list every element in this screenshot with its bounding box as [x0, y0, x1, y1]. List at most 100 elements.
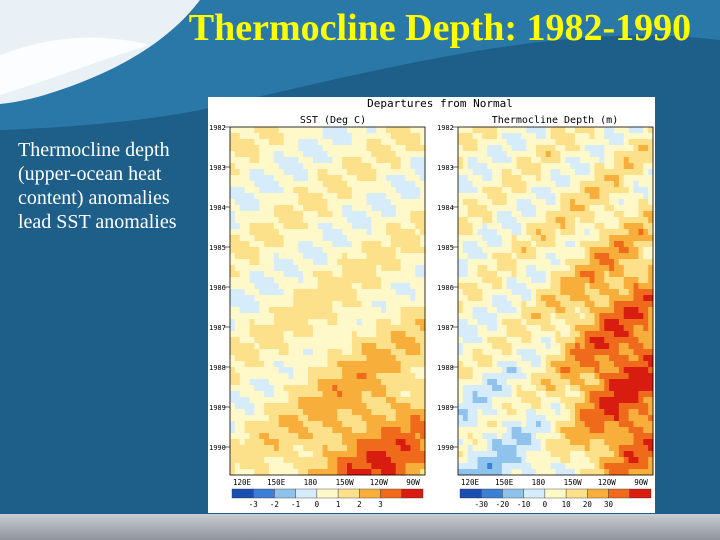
contour-cell: [604, 451, 610, 458]
contour-cell: [638, 241, 644, 248]
contour-cell: [633, 421, 639, 428]
contour-cell: [565, 223, 571, 230]
contour-cell: [376, 163, 382, 170]
contour-cell: [584, 283, 591, 290]
contour-cell: [342, 289, 348, 296]
contour-cell: [497, 235, 503, 242]
contour-cell: [467, 283, 474, 290]
contour-cell: [342, 319, 348, 326]
contour-cell: [293, 409, 299, 416]
contour-cell: [618, 181, 625, 188]
contour-cell: [361, 409, 367, 416]
contour-cell: [410, 415, 416, 422]
contour-cell: [565, 307, 571, 314]
contour-cell: [648, 157, 654, 164]
contour-cell: [618, 469, 625, 476]
contour-cell: [244, 247, 250, 254]
contour-cell: [521, 169, 527, 176]
contour-cell: [604, 355, 610, 362]
contour-cell: [531, 469, 537, 476]
contour-cell: [410, 229, 416, 236]
contour-cell: [405, 349, 411, 356]
contour-cell: [371, 235, 377, 242]
contour-cell: [467, 415, 474, 422]
contour-cell: [254, 151, 260, 158]
contour-cell: [278, 157, 285, 164]
contour-cell: [249, 451, 255, 458]
contour-cell: [337, 247, 343, 254]
contour-cell: [278, 265, 285, 272]
contour-cell: [599, 391, 605, 398]
contour-cell: [477, 253, 483, 260]
contour-cell: [347, 319, 353, 326]
contour-cell: [594, 217, 600, 224]
scale-swatch: [337, 488, 360, 499]
contour-cell: [511, 247, 517, 254]
contour-cell: [342, 169, 348, 176]
contour-cell: [288, 469, 294, 476]
contour-cell: [506, 181, 513, 188]
contour-cell: [462, 283, 469, 290]
contour-cell: [614, 199, 620, 206]
contour-cell: [599, 217, 605, 224]
contour-cell: [531, 427, 537, 434]
contour-cell: [575, 337, 581, 344]
contour-cell: [347, 139, 353, 146]
contour-cell: [584, 355, 591, 362]
contour-cell: [312, 163, 319, 170]
contour-cell: [376, 373, 382, 380]
contour-cell: [482, 379, 488, 386]
contour-cell: [376, 397, 382, 404]
contour-cell: [497, 445, 503, 452]
contour-cell: [376, 181, 382, 188]
contour-cell: [410, 247, 416, 254]
contour-cell: [381, 235, 387, 242]
contour-cell: [482, 325, 488, 332]
contour-cell: [405, 193, 411, 200]
contour-cell: [342, 247, 348, 254]
contour-cell: [273, 145, 280, 152]
contour-cell: [579, 247, 586, 254]
contour-cell: [618, 451, 625, 458]
contour-cell: [308, 145, 314, 152]
contour-cell: [555, 421, 561, 428]
contour-cell: [477, 301, 483, 308]
contour-cell: [540, 127, 547, 134]
contour-cell: [458, 235, 464, 242]
contour-cell: [303, 403, 309, 410]
contour-cell: [269, 421, 275, 428]
contour-cell: [599, 325, 605, 332]
contour-cell: [371, 295, 377, 302]
contour-cell: [347, 145, 353, 152]
contour-cell: [239, 211, 246, 218]
contour-cell: [506, 391, 513, 398]
contour-cell: [415, 457, 421, 464]
contour-cell: [420, 457, 426, 464]
contour-cell: [501, 193, 508, 200]
contour-cell: [234, 151, 241, 158]
contour-cell: [599, 205, 605, 212]
contour-cell: [648, 253, 654, 260]
contour-cell: [623, 241, 630, 248]
contour-cell: [594, 391, 600, 398]
contour-cell: [521, 349, 527, 356]
contour-cell: [273, 127, 280, 134]
contour-cell: [497, 193, 503, 200]
contour-cell: [356, 385, 363, 392]
contour-cell: [599, 271, 605, 278]
contour-cell: [614, 307, 620, 314]
contour-cell: [381, 367, 387, 374]
contour-cell: [395, 259, 402, 266]
contour-cell: [337, 271, 343, 278]
contour-cell: [604, 151, 610, 158]
contour-cell: [487, 337, 493, 344]
contour-cell: [273, 301, 280, 308]
longitude-label: 150W: [564, 478, 583, 487]
contour-cell: [614, 457, 620, 464]
contour-cell: [614, 259, 620, 266]
contour-cell: [472, 169, 478, 176]
contour-cell: [492, 277, 498, 284]
contour-cell: [230, 283, 236, 290]
contour-cell: [351, 271, 358, 278]
contour-cell: [467, 337, 474, 344]
